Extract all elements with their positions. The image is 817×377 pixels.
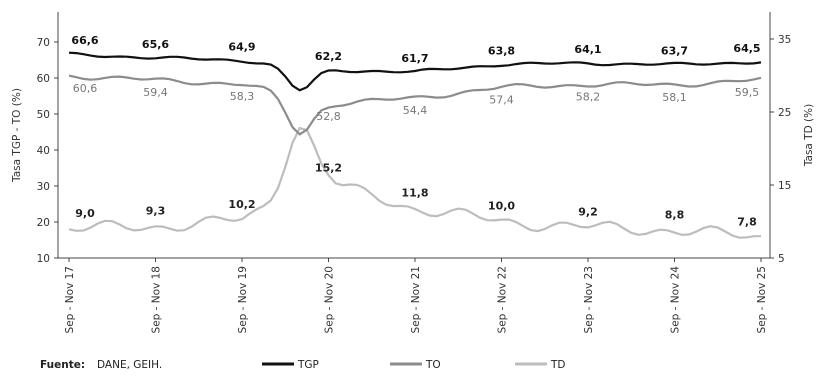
data-label-tgp: 66,6 (71, 34, 98, 47)
y-right-tick-label: 15 (778, 180, 791, 192)
legend-label-to: TO (425, 359, 441, 371)
data-label-to: 52,8 (316, 110, 341, 123)
x-tick-label: Sep - Nov 25 (756, 266, 768, 333)
data-label-tgp: 62,2 (315, 50, 342, 63)
source-text: DANE, GEIH. (97, 359, 162, 371)
data-label-td: 9,0 (75, 207, 95, 220)
data-label-to: 57,4 (489, 93, 514, 106)
data-label-td: 10,2 (228, 198, 255, 211)
legend-label-tgp: TGP (297, 359, 319, 371)
legend-label-td: TD (550, 359, 566, 371)
y-right-tick-label: 5 (778, 253, 785, 265)
data-label-td: 7,8 (737, 216, 757, 229)
data-label-tgp: 61,7 (401, 52, 428, 65)
x-tick-label: Sep - Nov 24 (670, 266, 682, 334)
data-label-to: 58,1 (662, 91, 687, 104)
data-label-td: 9,2 (578, 205, 598, 218)
data-label-to: 60,6 (73, 82, 98, 95)
series-td-line (68, 126, 761, 239)
data-label-td: 10,0 (488, 200, 515, 213)
data-label-to: 58,2 (576, 90, 601, 103)
x-tick-label: Sep - Nov 17 (64, 266, 76, 333)
y-right-tick-label: 25 (778, 107, 791, 119)
x-tick-label: Sep - Nov 22 (497, 266, 509, 333)
x-tick-label: Sep - Nov 23 (583, 266, 595, 333)
y-left-tick-label: 30 (37, 181, 50, 193)
data-label-to: 59,5 (735, 86, 760, 99)
data-label-to: 54,4 (403, 104, 428, 117)
data-label-tgp: 64,9 (228, 40, 255, 53)
data-label-tgp: 63,8 (488, 44, 515, 57)
y-right-tick-label: 35 (778, 34, 791, 46)
data-label-td: 9,3 (146, 205, 166, 218)
data-label-td: 8,8 (665, 208, 685, 221)
data-label-tgp: 65,6 (142, 38, 169, 51)
y-left-axis-title: Tasa TGP - TO (%) (11, 88, 23, 183)
data-label-tgp: 64,5 (733, 42, 760, 55)
data-label-td: 11,8 (401, 186, 428, 199)
y-left-tick-label: 10 (37, 253, 50, 265)
y-left-tick-label: 40 (37, 145, 50, 157)
y-left-tick-label: 50 (37, 109, 50, 121)
data-label-td: 15,2 (315, 162, 342, 175)
x-tick-label: Sep - Nov 18 (151, 266, 163, 333)
source-label: Fuente: (40, 359, 85, 371)
y-left-tick-label: 60 (37, 73, 50, 85)
data-label-tgp: 64,1 (574, 43, 601, 56)
x-tick-label: Sep - Nov 19 (237, 266, 249, 333)
y-left-tick-label: 70 (37, 37, 50, 49)
data-label-to: 58,3 (230, 90, 255, 103)
x-tick-label: Sep - Nov 20 (324, 266, 336, 333)
data-label-to: 59,4 (143, 86, 168, 99)
series-to-line (68, 74, 762, 136)
y-right-axis-title: Tasa TD (%) (803, 104, 815, 167)
data-label-tgp: 63,7 (661, 45, 688, 58)
x-tick-label: Sep - Nov 21 (410, 266, 422, 333)
series-tgp-line (68, 51, 762, 92)
y-left-tick-label: 20 (37, 217, 50, 229)
